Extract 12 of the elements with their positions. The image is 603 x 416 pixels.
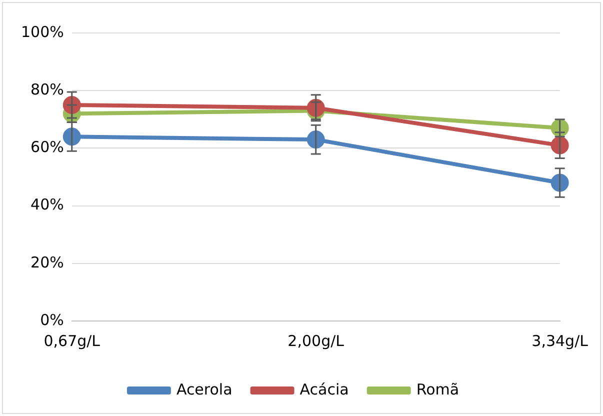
legend-label: Acerola: [176, 380, 232, 398]
y-tick-label: 20%: [30, 253, 64, 272]
y-tick-label: 0%: [40, 310, 64, 329]
x-tick-label: 3,34g/L: [532, 332, 589, 350]
y-tick-label: 100%: [20, 22, 64, 41]
y-tick-label: 40%: [30, 196, 64, 214]
y-tick-label: 80%: [30, 80, 64, 98]
legend-label: Romã: [416, 380, 460, 398]
x-tick-label: 0,67g/L: [44, 332, 101, 350]
y-tick-label: 60%: [30, 138, 64, 156]
x-tick-label: 2,00g/L: [288, 332, 345, 350]
legend-label: Acácia: [300, 380, 349, 398]
